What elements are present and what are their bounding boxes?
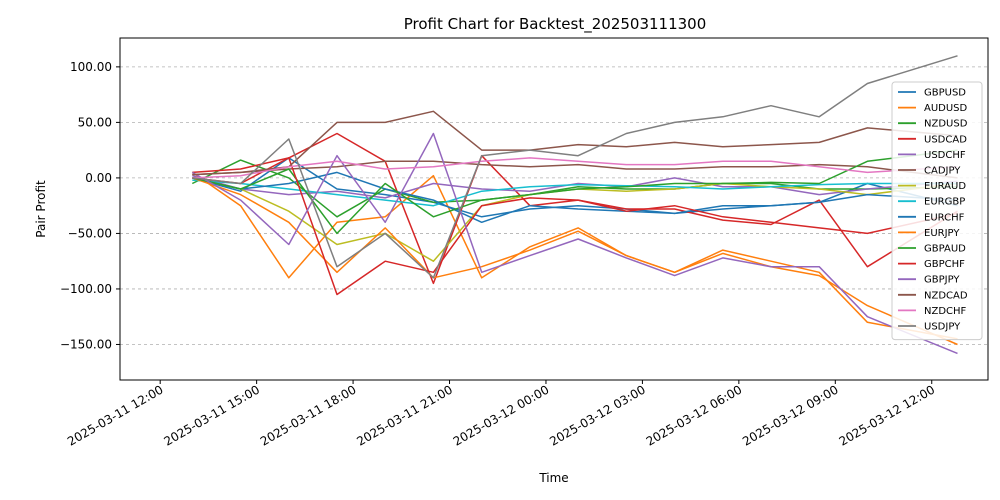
series-line-eurgbp bbox=[192, 179, 958, 207]
x-tick-label-7: 2025-03-12 09:00 bbox=[740, 382, 841, 448]
legend-label-usdjpy: USDJPY bbox=[924, 322, 961, 333]
legend-label-audusd: AUDUSD bbox=[924, 103, 968, 114]
series-line-audusd bbox=[191, 171, 958, 340]
x-tick-label-4: 2025-03-12 00:00 bbox=[451, 382, 552, 448]
series-lines bbox=[191, 55, 958, 355]
series-line-eurjpy bbox=[192, 177, 958, 346]
legend-label-usdchf: USDCHF bbox=[924, 150, 966, 161]
x-tick-label-0: 2025-03-11 12:00 bbox=[65, 382, 166, 448]
y-tick-label-4: −100.00 bbox=[60, 282, 112, 296]
legend-label-eurjpy: EURJPY bbox=[924, 228, 960, 239]
series-line-gbpchf bbox=[192, 157, 958, 296]
plot-area-frame bbox=[119, 37, 989, 381]
y-tick-label-5: −150.00 bbox=[60, 337, 112, 351]
x-tick-label-3: 2025-03-11 21:00 bbox=[354, 382, 455, 448]
horizontal-gridlines bbox=[120, 66, 988, 345]
legend: GBPUSD AUDUSD NZDUSD USDCAD USDCHF CADJPY EURA… bbox=[891, 81, 983, 341]
series-line-nzdcad bbox=[192, 110, 958, 176]
series-line-gbpjpy bbox=[191, 132, 958, 355]
legend-label-gbpjpy: GBPJPY bbox=[924, 275, 960, 286]
legend-label-eurgbp: EURGBP bbox=[924, 197, 965, 208]
x-tick-label-5: 2025-03-12 03:00 bbox=[547, 382, 648, 448]
x-tick-label-1: 2025-03-11 15:00 bbox=[161, 382, 262, 448]
y-tick-label-2: 0.00 bbox=[85, 171, 112, 185]
legend-label-usdcad: USDCAD bbox=[924, 134, 967, 145]
y-tick-label-1: 50.00 bbox=[78, 115, 112, 129]
legend-label-nzdusd: NZDUSD bbox=[924, 119, 968, 130]
series-line-eurchf bbox=[192, 171, 958, 224]
legend-label-gbpusd: GBPUSD bbox=[924, 88, 966, 99]
legend-label-nzdchf: NZDCHF bbox=[924, 306, 967, 317]
legend-label-gbpaud: GBPAUD bbox=[924, 244, 966, 255]
series-line-usdcad bbox=[192, 132, 958, 285]
legend-label-eurchf: EURCHF bbox=[924, 212, 965, 223]
series-line-nzdchf bbox=[192, 157, 958, 179]
legend-label-euraud: EURAUD bbox=[924, 181, 966, 192]
legend-frame bbox=[891, 81, 983, 341]
legend-label-cadjpy: CADJPY bbox=[924, 166, 961, 177]
legend-label-gbpchf: GBPCHF bbox=[924, 259, 965, 270]
y-axis: 100.00 50.00 0.00 −50.00 −100.00 −150.00 bbox=[60, 60, 120, 351]
series-line-cadjpy bbox=[192, 160, 958, 179]
x-tick-label-6: 2025-03-12 06:00 bbox=[644, 382, 745, 448]
series-line-usdchf bbox=[192, 174, 958, 199]
x-tick-label-2: 2025-03-11 18:00 bbox=[258, 382, 359, 448]
y-tick-label-3: −50.00 bbox=[68, 226, 112, 240]
chart-title: Profit Chart for Backtest_202503111300 bbox=[404, 15, 707, 34]
y-tick-label-0: 100.00 bbox=[70, 60, 112, 74]
x-tick-label-8: 2025-03-12 12:00 bbox=[837, 382, 938, 448]
legend-label-nzdcad: NZDCAD bbox=[924, 290, 968, 301]
x-axis-label: Time bbox=[538, 471, 568, 485]
y-axis-label: Pair Profit bbox=[34, 180, 48, 238]
series-line-usdjpy bbox=[192, 55, 958, 279]
